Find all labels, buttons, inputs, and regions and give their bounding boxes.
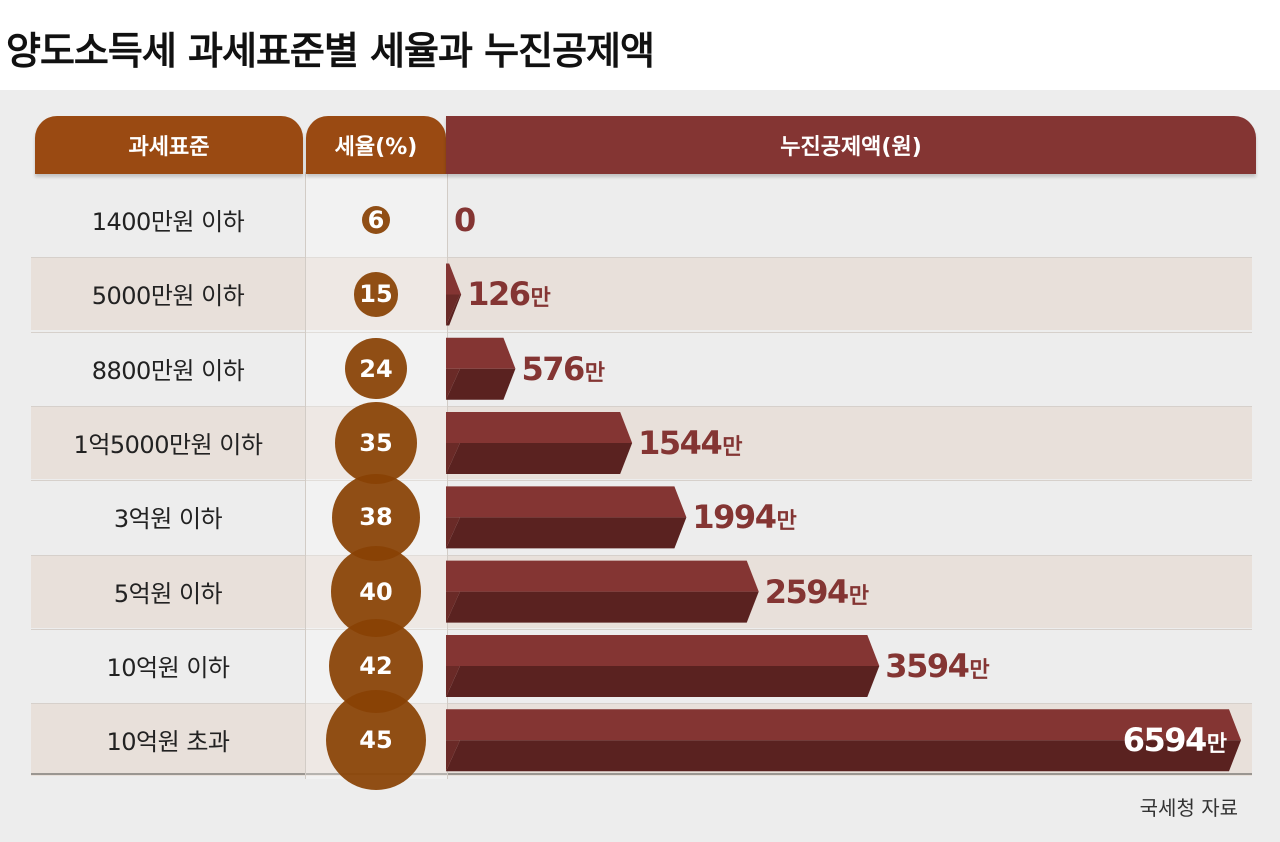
rate-value: 35 xyxy=(359,429,393,458)
tax-base-label: 10억원 초과 xyxy=(106,728,231,757)
rate-circle xyxy=(353,272,399,317)
deduction-value: 3594만 xyxy=(885,646,990,685)
deduction-value: 576만 xyxy=(521,349,605,388)
row-divider xyxy=(31,480,1252,482)
tax-base-label: 1억5000만원 이하 xyxy=(73,430,263,459)
tax-base-label: 8800만원 이하 xyxy=(91,356,245,385)
deduction-value: 1994만 xyxy=(692,498,797,537)
tax-base-label: 1400만원 이하 xyxy=(91,208,245,236)
deduction-value: 6594만 xyxy=(1122,721,1227,760)
row-divider xyxy=(31,628,1252,630)
row-stripe xyxy=(31,405,1252,479)
source-note: 국세청 자료 xyxy=(1139,796,1238,820)
tax-base-label: 10억원 이하 xyxy=(106,653,231,682)
row-divider xyxy=(31,405,1252,407)
rate-value: 24 xyxy=(359,354,393,383)
rate-value: 6 xyxy=(367,206,385,235)
chart-title: 양도소득세 과세표준별 세율과 누진공제액 xyxy=(6,29,655,73)
rate-value: 45 xyxy=(359,726,393,755)
header-deduction: 누진공제액(원) xyxy=(446,116,1256,174)
rate-value: 42 xyxy=(359,651,393,680)
rate-circle xyxy=(345,338,407,400)
rate-circle xyxy=(326,690,426,791)
header-tax-rate: 세율(%) xyxy=(306,116,446,174)
table-bottom-line xyxy=(31,773,1252,776)
deduction-value: 0 xyxy=(454,201,476,240)
row-divider xyxy=(31,331,1252,333)
deduction-value: 1544만 xyxy=(638,424,743,463)
deduction-value: 126만 xyxy=(467,275,551,314)
row-stripe xyxy=(31,257,1252,331)
tax-base-label: 5억원 이하 xyxy=(113,579,223,608)
row-divider xyxy=(31,554,1252,556)
rate-circle xyxy=(362,206,390,235)
tax-base-label: 5000만원 이하 xyxy=(91,282,245,311)
rate-value: 15 xyxy=(359,280,393,309)
header-tax-base: 과세표준 xyxy=(35,116,303,174)
row-divider xyxy=(31,703,1252,705)
rate-circle xyxy=(335,402,417,484)
deduction-value: 2594만 xyxy=(764,572,870,611)
tax-base-label: 3억원 이하 xyxy=(113,505,223,534)
row-divider xyxy=(31,257,1252,259)
rate-value: 38 xyxy=(359,503,393,532)
rate-value: 40 xyxy=(359,577,393,606)
